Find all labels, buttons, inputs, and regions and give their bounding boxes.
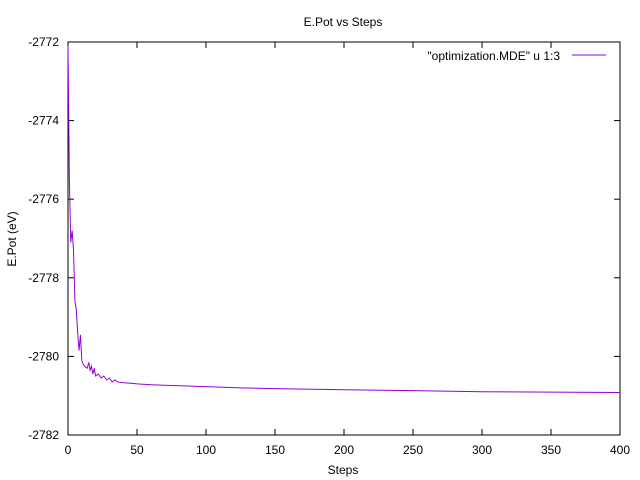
x-tick-label: 400 bbox=[610, 443, 630, 457]
legend: "optimization.MDE" u 1:3 bbox=[427, 49, 606, 63]
y-tick-label: -2782 bbox=[28, 428, 59, 442]
y-tick-label: -2778 bbox=[28, 271, 59, 285]
x-axis-ticks: 0 50 100 150 200 250 300 350 400 bbox=[65, 42, 630, 457]
plot-frame bbox=[67, 41, 621, 436]
x-axis-label: Steps bbox=[328, 463, 359, 477]
x-tick-label: 0 bbox=[65, 443, 72, 457]
x-tick-label: 50 bbox=[130, 443, 144, 457]
x-tick-label: 300 bbox=[472, 443, 492, 457]
y-axis-label: E.Pot (eV) bbox=[5, 211, 19, 266]
x-tick-label: 150 bbox=[265, 443, 285, 457]
x-tick-label: 200 bbox=[334, 443, 354, 457]
series-line bbox=[67, 45, 621, 394]
y-tick-label: -2780 bbox=[28, 349, 59, 363]
y-tick-label: -2772 bbox=[28, 35, 59, 49]
y-tick-label: -2774 bbox=[28, 114, 59, 128]
legend-label: "optimization.MDE" u 1:3 bbox=[427, 49, 560, 63]
x-tick-label: 100 bbox=[196, 443, 216, 457]
chart-title: E.Pot vs Steps bbox=[304, 15, 383, 29]
y-axis-ticks: -2772 -2774 -2776 -2778 -2780 -2782 bbox=[28, 35, 620, 442]
x-tick-label: 250 bbox=[403, 443, 423, 457]
y-tick-label: -2776 bbox=[28, 192, 59, 206]
x-tick-label: 350 bbox=[541, 443, 561, 457]
series-layer bbox=[67, 45, 621, 394]
